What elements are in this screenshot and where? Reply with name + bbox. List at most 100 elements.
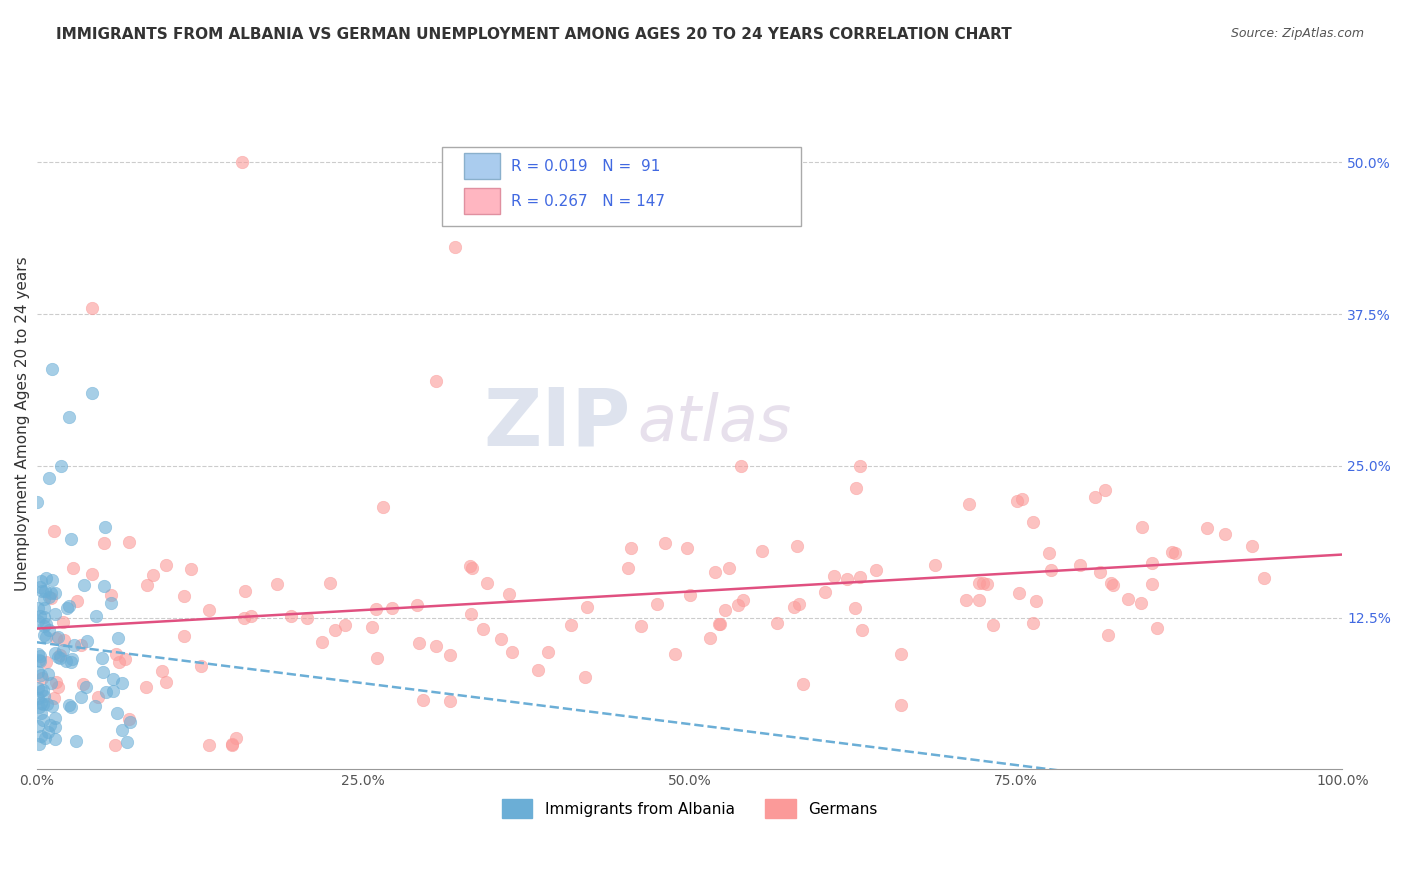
Point [173,589,195,603]
Point [699,631,721,645]
Point [957,497,980,511]
Point [142,567,165,582]
Point [1146,621,1168,635]
Point [53,632,76,647]
Point [30,668,52,682]
Point [1164,546,1187,560]
Point [91,651,114,665]
Point [366,651,388,665]
Point [46,631,69,645]
Point [107,631,129,645]
Point [1088,566,1111,580]
Point [425,639,447,653]
Point [1195,521,1218,535]
Point [30,684,52,698]
Point [30,706,52,721]
Point [412,693,434,707]
Point [620,541,643,555]
Point [46,649,69,664]
Point [647,598,669,612]
Point [703,565,725,579]
Point [104,647,127,661]
Point [1101,578,1123,592]
Point [38,471,60,485]
Point [52,642,75,657]
Point [35,631,58,645]
Point [44,646,66,660]
Point [28,608,51,623]
Point [1022,516,1045,530]
Point [364,602,387,616]
Point [787,597,810,611]
Point [1161,545,1184,559]
Point [439,648,461,662]
Point [27,719,49,733]
Point [44,586,66,600]
Point [93,536,115,550]
Point [118,534,141,549]
Point [1099,576,1122,591]
Point [225,731,247,746]
Point [709,616,731,631]
Point [967,593,990,607]
Point [630,619,652,633]
Point [46,680,69,694]
Point [232,611,254,625]
Point [34,583,56,598]
Point [333,618,356,632]
Point [233,584,256,599]
Point [1140,556,1163,570]
Point [266,577,288,591]
Point [111,723,134,737]
Point [41,699,63,714]
Text: IMMIGRANTS FROM ALBANIA VS GERMAN UNEMPLOYMENT AMONG AGES 20 TO 24 YEARS CORRELA: IMMIGRANTS FROM ALBANIA VS GERMAN UNEMPL… [56,27,1012,42]
Point [221,738,243,752]
Point [35,616,58,631]
Point [198,738,221,752]
Point [100,588,122,602]
Point [136,578,159,592]
Point [34,731,56,745]
Point [890,647,912,661]
Point [30,654,52,668]
Point [32,697,55,711]
Point [849,458,872,473]
Point [1142,576,1164,591]
Point [76,634,98,648]
Point [104,738,127,752]
Point [1129,596,1152,610]
Point [65,733,87,747]
Point [835,573,858,587]
Point [45,632,67,646]
Point [28,580,51,594]
Point [709,616,731,631]
Point [55,654,77,668]
Point [371,500,394,514]
Point [221,737,243,751]
Point [44,607,66,621]
Point [676,541,699,556]
Point [489,632,512,647]
Point [1025,593,1047,607]
Point [786,539,808,553]
Point [717,561,740,575]
Point [823,569,845,583]
Point [1084,490,1107,504]
Text: R = 0.267   N = 147: R = 0.267 N = 147 [510,194,665,209]
Point [460,558,482,573]
Point [967,576,990,591]
Bar [464,153,501,179]
Point [32,609,55,624]
Point [501,645,523,659]
FancyBboxPatch shape [441,146,800,227]
Point [80,301,103,315]
Point [56,601,79,615]
Point [27,665,49,680]
Point [37,725,59,739]
Point [30,729,52,743]
Point [361,620,384,634]
Point [44,711,66,725]
Point [27,647,49,661]
Point [114,652,136,666]
Point [39,591,62,605]
